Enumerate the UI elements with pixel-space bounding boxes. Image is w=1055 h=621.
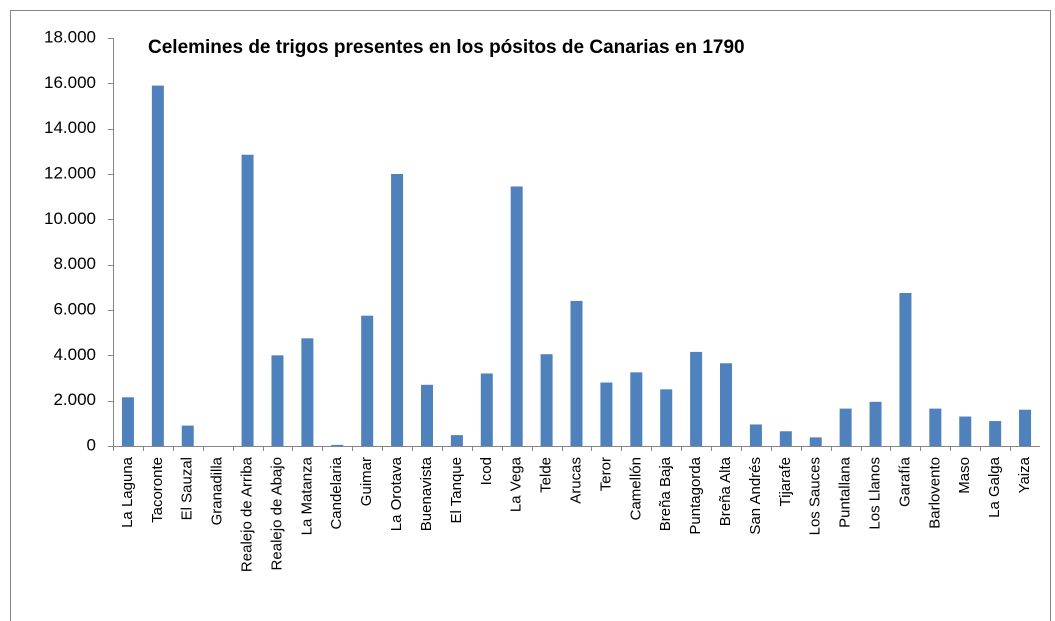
bar — [749, 424, 762, 446]
bar — [600, 382, 613, 446]
y-tick-label: 4.000 — [53, 345, 96, 364]
y-tick-label: 8.000 — [53, 254, 96, 273]
bar — [480, 373, 493, 446]
x-tick-label: El Tanque — [448, 457, 465, 523]
x-tick-label: Granadilla — [209, 456, 226, 525]
x-tick-label: La Laguna — [119, 456, 136, 528]
x-tick-label: Arucas — [567, 457, 584, 504]
x-tick-label: Breña Alta — [717, 456, 734, 526]
bar — [271, 355, 284, 446]
y-tick-label: 14.000 — [44, 118, 96, 137]
y-tick-label: 18.000 — [44, 27, 96, 46]
y-tick-label: 10.000 — [44, 209, 96, 228]
x-tick-label: Los Sauces — [807, 457, 824, 535]
x-tick-label: Los Llanos — [867, 457, 884, 530]
bar — [899, 293, 912, 446]
x-tick-label: Tijarafe — [777, 457, 794, 506]
y-tick-label: 2.000 — [53, 390, 96, 409]
x-tick-label: Realejo de Arriba — [239, 456, 256, 572]
bar — [391, 174, 404, 446]
bar — [420, 384, 433, 446]
bar — [241, 154, 254, 446]
y-tick-label: 12.000 — [44, 163, 96, 182]
bar — [869, 401, 882, 446]
x-tick-label: Yaiza — [1016, 456, 1033, 493]
bar — [630, 372, 643, 446]
bar — [809, 437, 822, 446]
x-tick-label: Garafía — [896, 456, 913, 507]
x-tick-label: Buenavista — [418, 456, 435, 531]
bar — [181, 425, 194, 446]
y-tick-label: 0 — [87, 435, 96, 454]
x-tick-label: La Vega — [508, 456, 525, 512]
x-tick-label: Candelaria — [328, 456, 345, 529]
x-tick-label: Barlovento — [926, 457, 943, 529]
x-tick-label: Breña Baja — [657, 456, 674, 531]
bar — [1019, 409, 1032, 446]
bar — [301, 338, 314, 446]
x-tick-label: Puntallana — [837, 456, 854, 528]
x-tick-label: Guimar — [358, 457, 375, 506]
bar — [660, 389, 673, 446]
x-tick-label: Tacoronte — [149, 457, 166, 523]
bar — [450, 435, 463, 446]
chart-title: Celemines de trigos presentes en los pós… — [148, 37, 745, 58]
bar — [540, 354, 553, 446]
x-tick-label: Teror — [597, 457, 614, 491]
x-tick-label: La Matanza — [298, 456, 315, 535]
bar — [929, 408, 942, 446]
x-tick-label: Icod — [478, 457, 495, 485]
y-tick-label: 6.000 — [53, 299, 96, 318]
bar — [121, 397, 134, 446]
bar — [989, 421, 1002, 446]
bar — [959, 416, 972, 446]
x-tick-label: Maso — [956, 457, 973, 494]
bar — [331, 444, 344, 446]
x-tick-label: San Andrés — [747, 457, 764, 535]
x-tick-label: Realejo de Abajo — [268, 457, 285, 570]
bar — [690, 351, 703, 446]
x-tick-label: El Sauzal — [179, 457, 196, 520]
x-tick-label: Camellón — [627, 457, 644, 520]
x-tick-label: Telde — [538, 457, 555, 493]
bar — [839, 408, 852, 446]
bar — [151, 85, 164, 446]
y-tick-label: 16.000 — [44, 73, 96, 92]
x-tick-label: La Orotava — [388, 456, 405, 531]
bar — [779, 431, 792, 446]
bar — [361, 315, 374, 446]
bar — [720, 363, 733, 446]
x-tick-label: La Galga — [986, 456, 1003, 518]
x-tick-label: Puntagorda — [687, 456, 704, 534]
bar — [570, 300, 583, 446]
chart-border — [10, 10, 1051, 621]
bar — [510, 186, 523, 446]
